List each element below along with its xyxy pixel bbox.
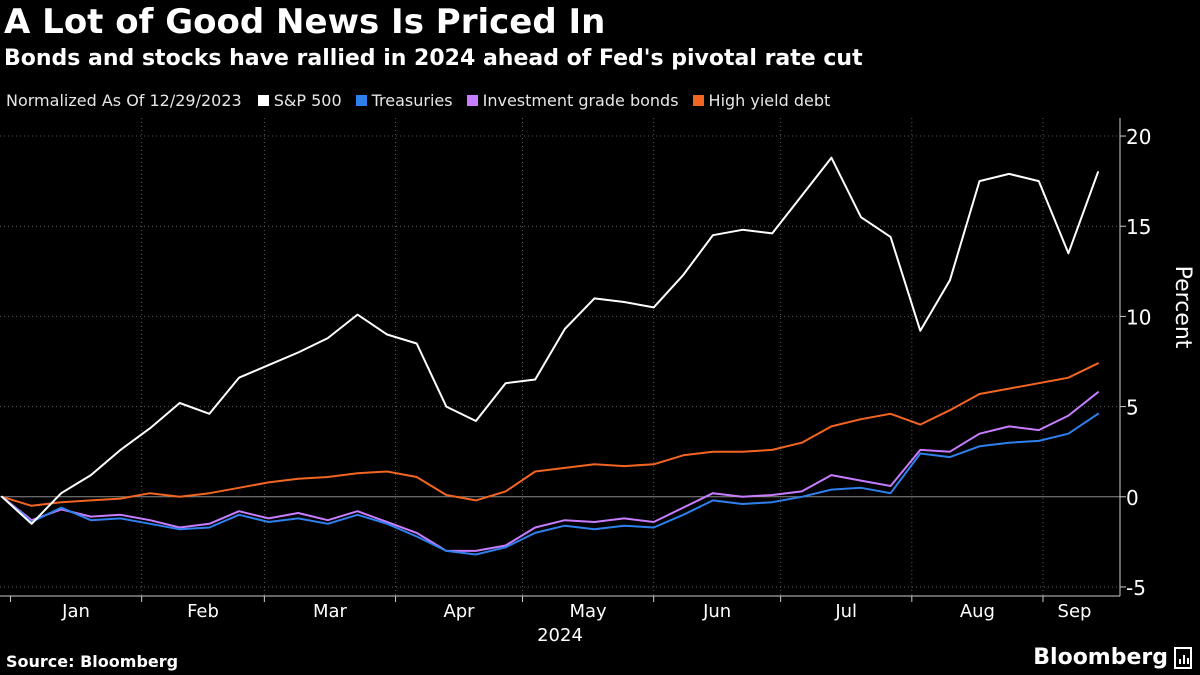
bloomberg-terminal-icon <box>1174 646 1192 669</box>
x-tick-label: Jan <box>61 601 90 622</box>
legend-label-sp500: S&P 500 <box>273 91 342 110</box>
x-tick-label: Feb <box>187 601 219 622</box>
x-axis-label: 2024 <box>537 625 583 646</box>
x-tick-label: Aug <box>960 601 995 622</box>
x-tick-label: Sep <box>1058 601 1092 622</box>
chart-title: A Lot of Good News Is Priced In <box>4 2 606 42</box>
chart-subtitle: Bonds and stocks have rallied in 2024 ah… <box>4 46 863 71</box>
legend-entry-sp500: S&P 500 <box>257 91 342 110</box>
brand-name: Bloomberg <box>1033 645 1168 670</box>
y-tick-label: 0 <box>1126 486 1139 510</box>
series-line-treasuries <box>1 412 1099 556</box>
legend-entry-ig-bonds: Investment grade bonds <box>466 91 679 110</box>
series-lines <box>1 156 1099 556</box>
x-tick-label: Mar <box>313 601 348 622</box>
x-tick-label: Apr <box>443 601 475 622</box>
legend-label-treasuries: Treasuries <box>371 91 453 110</box>
y-tick-label: 15 <box>1126 215 1151 239</box>
legend-swatch-high-yield <box>692 95 704 106</box>
y-tick-label: 20 <box>1126 125 1151 149</box>
legend-label-ig-bonds: Investment grade bonds <box>482 91 679 110</box>
legend: Normalized As Of 12/29/2023 S&P 500 Trea… <box>6 91 844 110</box>
axes <box>0 118 1126 602</box>
y-tick-label: -5 <box>1126 576 1146 600</box>
y-tick-label: 10 <box>1126 305 1151 329</box>
legend-swatch-ig-bonds <box>466 95 478 106</box>
legend-label-high-yield: High yield debt <box>708 91 831 110</box>
legend-entry-high-yield: High yield debt <box>692 91 831 110</box>
legend-swatch-sp500 <box>257 95 269 106</box>
series-line-sp500 <box>1 156 1099 525</box>
legend-note: Normalized As Of 12/29/2023 <box>6 91 242 110</box>
x-tick-label: Jun <box>702 601 731 622</box>
legend-entry-treasuries: Treasuries <box>355 91 453 110</box>
x-tick-label: May <box>569 601 607 622</box>
y-tick-label: 5 <box>1126 396 1139 420</box>
axis-labels: -5 0 5 10 15 20 Jan Feb Mar Apr May Jun Jul Aug Sep 202… <box>61 125 1195 646</box>
legend-swatch-treasuries <box>355 95 367 106</box>
y-axis-label: Percent <box>1170 266 1195 349</box>
source-note: Source: Bloomberg <box>6 652 179 671</box>
x-tick-label: Jul <box>834 601 857 622</box>
brand-logo: Bloomberg <box>1033 645 1192 670</box>
series-line-ig-bonds <box>1 391 1099 552</box>
series-line-high-yield <box>1 362 1099 507</box>
